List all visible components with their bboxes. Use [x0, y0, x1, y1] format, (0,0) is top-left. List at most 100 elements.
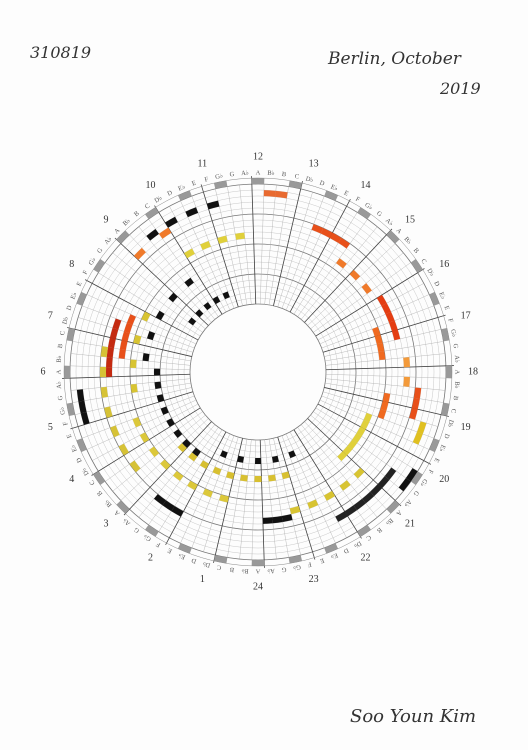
hour-line — [84, 279, 199, 341]
radial-line — [264, 439, 277, 560]
radial-line — [300, 226, 378, 320]
radial-line — [317, 283, 424, 341]
radial-line — [260, 184, 265, 305]
hour-line — [70, 391, 194, 430]
note-label: F — [62, 420, 70, 426]
cell — [275, 190, 288, 199]
cell — [106, 347, 114, 358]
cell — [376, 342, 385, 353]
note-label: F — [155, 540, 162, 548]
cell — [372, 326, 381, 337]
note-label: A♭ — [402, 498, 413, 509]
cell — [119, 340, 128, 351]
cell — [342, 445, 353, 456]
cell — [335, 511, 348, 522]
hour-label: 2 — [148, 552, 153, 563]
hour-label: 3 — [103, 518, 108, 529]
note-label: E — [442, 305, 450, 311]
note-label: D♭ — [153, 194, 164, 205]
cell — [199, 460, 209, 470]
radial-line — [98, 272, 201, 337]
note-label: D — [65, 304, 73, 311]
cell — [361, 283, 372, 294]
cell — [202, 488, 213, 498]
hour-label: 6 — [41, 366, 46, 377]
radial-line — [148, 219, 219, 317]
note-label: F — [446, 318, 454, 324]
radial-line — [72, 341, 191, 362]
note-label: C — [216, 563, 222, 571]
radial-line — [325, 374, 446, 379]
note-label: E♭ — [437, 291, 447, 301]
cell — [110, 425, 120, 438]
note-label: A♭ — [102, 235, 113, 246]
cell — [412, 431, 423, 445]
note-label: D♭ — [446, 419, 456, 429]
hour-line — [325, 365, 454, 371]
cell — [281, 514, 293, 522]
cell — [182, 438, 192, 448]
cell — [173, 429, 183, 438]
note-label: A♭ — [267, 567, 275, 575]
cell — [156, 394, 165, 403]
cell — [124, 322, 133, 334]
ring — [93, 207, 423, 537]
cell — [142, 353, 150, 362]
hour-label: 22 — [361, 552, 371, 563]
radial-line — [169, 206, 227, 313]
band-block — [357, 207, 372, 220]
note-label: F — [82, 269, 90, 276]
note-label: A — [113, 227, 121, 235]
cell — [344, 505, 358, 517]
cell — [129, 460, 141, 473]
note-label: A — [454, 370, 461, 375]
cell — [281, 471, 290, 480]
hour-label: 1 — [200, 574, 205, 585]
radial-line — [273, 438, 301, 556]
note-label: D — [432, 280, 440, 288]
cell — [226, 471, 235, 480]
cell — [403, 357, 410, 368]
note-label: B — [281, 171, 287, 179]
note-label: G♭ — [418, 477, 429, 488]
cell — [172, 470, 184, 481]
band-block — [441, 402, 450, 417]
note-label: E♭ — [330, 183, 340, 193]
radial-line — [281, 195, 325, 309]
cell — [384, 467, 397, 480]
cell — [338, 237, 351, 249]
radial-line — [307, 243, 396, 326]
note-label: D — [442, 433, 450, 440]
hour-label: 12 — [253, 151, 263, 162]
cell — [272, 516, 283, 524]
ring — [129, 243, 387, 501]
cell — [217, 235, 228, 244]
cell — [171, 506, 184, 517]
cell — [376, 294, 387, 307]
band-block — [66, 402, 75, 417]
note-label: B♭ — [403, 235, 414, 246]
note-label: C — [294, 173, 300, 181]
cell — [168, 292, 178, 303]
cell — [160, 406, 169, 415]
band-block — [213, 555, 228, 564]
ring — [147, 261, 369, 483]
ring — [183, 297, 333, 447]
radial-line — [264, 184, 277, 305]
cell — [403, 376, 410, 387]
band-block — [441, 327, 450, 342]
hour-label: 19 — [461, 422, 471, 433]
cell — [195, 309, 204, 318]
cell — [80, 411, 90, 425]
cell — [222, 291, 230, 300]
note-label: B — [375, 526, 383, 535]
date-code: 310819 — [30, 43, 91, 62]
cell — [109, 327, 119, 339]
radial-line — [319, 294, 430, 345]
year: 2019 — [439, 79, 481, 98]
note-label: G — [57, 395, 65, 401]
cell — [177, 443, 187, 453]
cell — [149, 446, 160, 458]
note-label: F — [354, 196, 361, 204]
